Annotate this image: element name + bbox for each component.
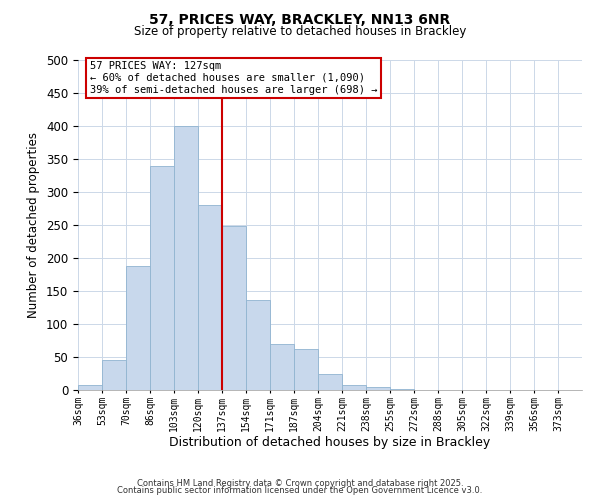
Bar xyxy=(318,374,342,390)
Y-axis label: Number of detached properties: Number of detached properties xyxy=(28,132,40,318)
Bar xyxy=(78,384,102,390)
Bar xyxy=(390,388,414,390)
Text: 57 PRICES WAY: 127sqm
← 60% of detached houses are smaller (1,090)
39% of semi-d: 57 PRICES WAY: 127sqm ← 60% of detached … xyxy=(90,62,377,94)
Text: Size of property relative to detached houses in Brackley: Size of property relative to detached ho… xyxy=(134,25,466,38)
Bar xyxy=(126,266,150,390)
Bar xyxy=(222,226,246,390)
Bar xyxy=(174,126,198,390)
Bar xyxy=(198,205,222,390)
Bar xyxy=(270,344,294,390)
Bar xyxy=(246,300,270,390)
Bar xyxy=(366,388,390,390)
Text: Contains HM Land Registry data © Crown copyright and database right 2025.: Contains HM Land Registry data © Crown c… xyxy=(137,478,463,488)
Bar xyxy=(102,360,126,390)
Bar xyxy=(342,384,366,390)
X-axis label: Distribution of detached houses by size in Brackley: Distribution of detached houses by size … xyxy=(169,436,491,450)
Text: 57, PRICES WAY, BRACKLEY, NN13 6NR: 57, PRICES WAY, BRACKLEY, NN13 6NR xyxy=(149,12,451,26)
Bar xyxy=(294,349,318,390)
Text: Contains public sector information licensed under the Open Government Licence v3: Contains public sector information licen… xyxy=(118,486,482,495)
Bar xyxy=(150,166,174,390)
